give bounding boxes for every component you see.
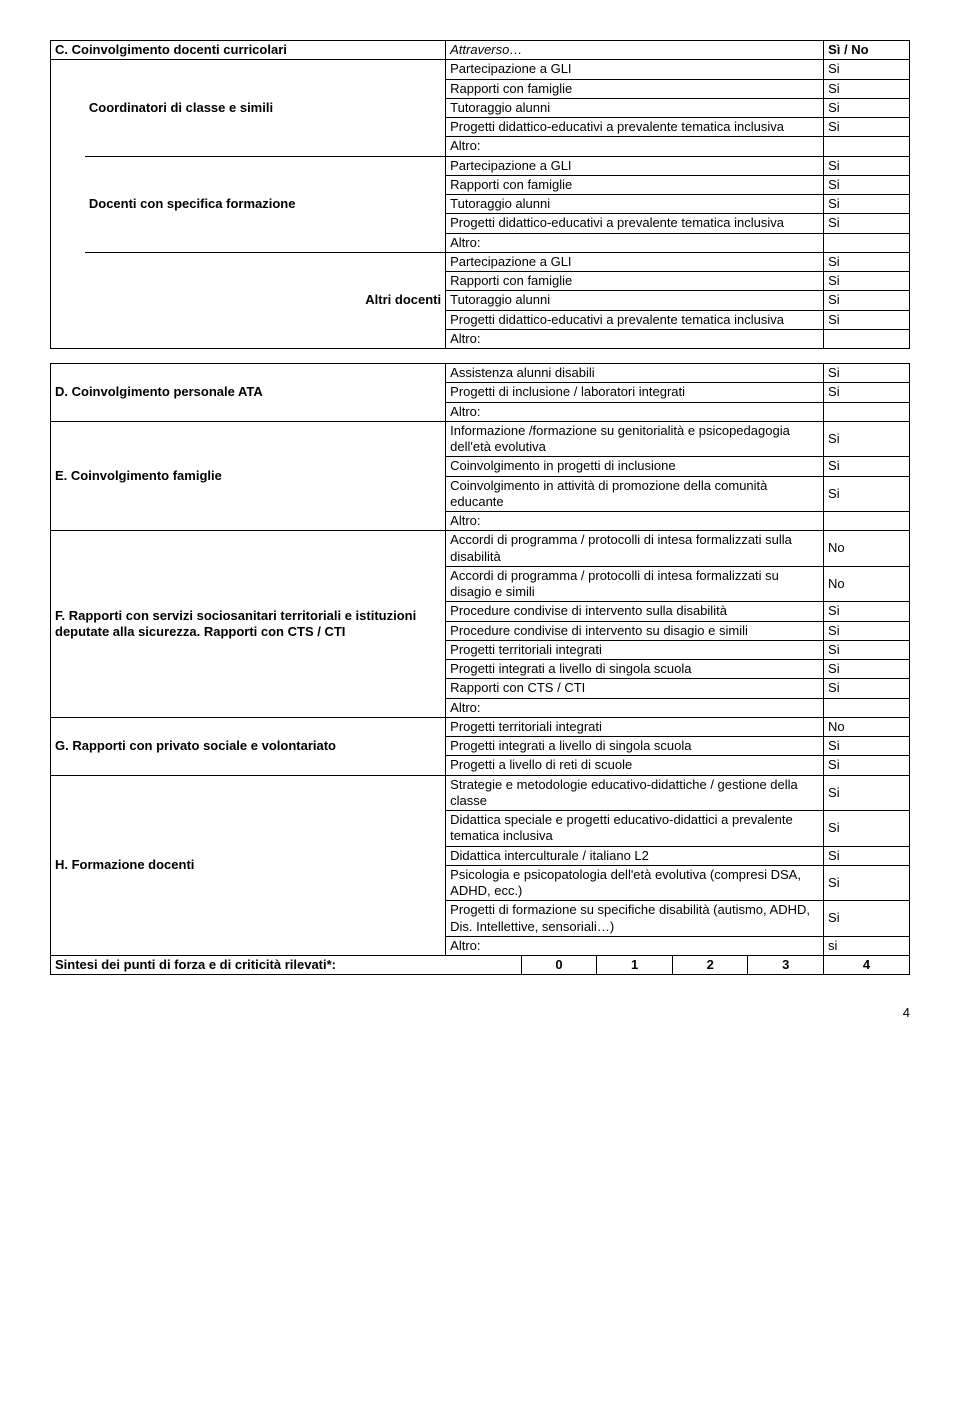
val: Si: [824, 901, 910, 937]
item: Informazione /formazione su genitorialit…: [446, 421, 824, 457]
item: Altro:: [446, 698, 824, 717]
group-g-label: G. Rapporti con privato sociale e volont…: [51, 717, 446, 775]
val: Si: [824, 195, 910, 214]
val: Si: [824, 621, 910, 640]
item: Tutoraggio alunni: [446, 291, 824, 310]
val: Si: [824, 476, 910, 512]
section-c-title: C. Coinvolgimento docenti curricolari: [51, 41, 446, 60]
item: Altro:: [446, 137, 824, 156]
val: si: [824, 936, 910, 955]
item: Progetti a livello di reti di scuole: [446, 756, 824, 775]
lower-table: D. Coinvolgimento personale ATA Assisten…: [50, 363, 910, 975]
val: Si: [824, 272, 910, 291]
val: Si: [824, 79, 910, 98]
item: Altro:: [446, 936, 824, 955]
item: Progetti didattico-educativi a prevalent…: [446, 310, 824, 329]
item: Strategie e metodologie educativo-didatt…: [446, 775, 824, 811]
val: Si: [824, 214, 910, 233]
item: Tutoraggio alunni: [446, 195, 824, 214]
val: Si: [824, 383, 910, 402]
val: Si: [824, 252, 910, 271]
val: Si: [824, 118, 910, 137]
item: Progetti integrati a livello di singola …: [446, 737, 824, 756]
val: Si: [824, 775, 910, 811]
group-0-label: Coordinatori di classe e simili: [85, 60, 446, 156]
item: Accordi di programma / protocolli di int…: [446, 566, 824, 602]
val: Si: [824, 602, 910, 621]
item: Coinvolgimento in progetti di inclusione: [446, 457, 824, 476]
val: Si: [824, 811, 910, 847]
item: Rapporti con famiglie: [446, 272, 824, 291]
sintesi-col-2: 2: [672, 956, 748, 975]
item: Partecipazione a GLI: [446, 60, 824, 79]
item: Altro:: [446, 512, 824, 531]
item: Assistenza alunni disabili: [446, 364, 824, 383]
item: Progetti didattico-educativi a prevalent…: [446, 214, 824, 233]
item: Progetti territoriali integrati: [446, 717, 824, 736]
val: No: [824, 717, 910, 736]
val: No: [824, 531, 910, 567]
item: Altro:: [446, 233, 824, 252]
val: [824, 329, 910, 348]
sintesi-col-3: 3: [748, 956, 824, 975]
val: [824, 137, 910, 156]
item: Partecipazione a GLI: [446, 156, 824, 175]
val: [824, 698, 910, 717]
item: Didattica interculturale / italiano L2: [446, 846, 824, 865]
section-c-spacer: [51, 60, 85, 349]
sintesi-col-0: 0: [521, 956, 597, 975]
val: Si: [824, 457, 910, 476]
val: No: [824, 566, 910, 602]
item: Procedure condivise di intervento su dis…: [446, 621, 824, 640]
item: Altro:: [446, 329, 824, 348]
val: Si: [824, 291, 910, 310]
val: Si: [824, 60, 910, 79]
val: Si: [824, 846, 910, 865]
sintesi-label: Sintesi dei punti di forza e di criticit…: [51, 956, 522, 975]
item: Psicologia e psicopatologia dell'età evo…: [446, 865, 824, 901]
val: Si: [824, 756, 910, 775]
item: Progetti di formazione su specifiche dis…: [446, 901, 824, 937]
item: Partecipazione a GLI: [446, 252, 824, 271]
val: [824, 402, 910, 421]
val: [824, 512, 910, 531]
val: Si: [824, 156, 910, 175]
item: Rapporti con CTS / CTI: [446, 679, 824, 698]
val: Si: [824, 310, 910, 329]
item: Progetti di inclusione / laboratori inte…: [446, 383, 824, 402]
sintesi-col-1: 1: [597, 956, 673, 975]
val: Si: [824, 640, 910, 659]
group-1-label: Docenti con specifica formazione: [85, 156, 446, 252]
item: Altro:: [446, 402, 824, 421]
item: Progetti didattico-educativi a prevalent…: [446, 118, 824, 137]
val: Si: [824, 421, 910, 457]
val: Si: [824, 737, 910, 756]
val: Si: [824, 175, 910, 194]
page-number: 4: [50, 1005, 910, 1020]
group-f-label: F. Rapporti con servizi sociosanitari te…: [51, 531, 446, 718]
val: [824, 233, 910, 252]
section-c-table: C. Coinvolgimento docenti curricolari At…: [50, 40, 910, 349]
item: Accordi di programma / protocolli di int…: [446, 531, 824, 567]
item: Coinvolgimento in attività di promozione…: [446, 476, 824, 512]
group-d-label: D. Coinvolgimento personale ATA: [51, 364, 446, 422]
item: Progetti territoriali integrati: [446, 640, 824, 659]
val: Si: [824, 679, 910, 698]
item: Didattica speciale e progetti educativo-…: [446, 811, 824, 847]
group-e-label: E. Coinvolgimento famiglie: [51, 421, 446, 531]
header-attraverso: Attraverso…: [446, 41, 824, 60]
group-h-label: H. Formazione docenti: [51, 775, 446, 956]
val: Si: [824, 364, 910, 383]
item: Procedure condivise di intervento sulla …: [446, 602, 824, 621]
val: Si: [824, 865, 910, 901]
group-2-label: Altri docenti: [85, 252, 446, 348]
val: Si: [824, 98, 910, 117]
sintesi-col-4: 4: [824, 956, 910, 975]
val: Si: [824, 660, 910, 679]
item: Progetti integrati a livello di singola …: [446, 660, 824, 679]
item: Rapporti con famiglie: [446, 79, 824, 98]
item: Tutoraggio alunni: [446, 98, 824, 117]
item: Rapporti con famiglie: [446, 175, 824, 194]
header-sino: Sì / No: [824, 41, 910, 60]
